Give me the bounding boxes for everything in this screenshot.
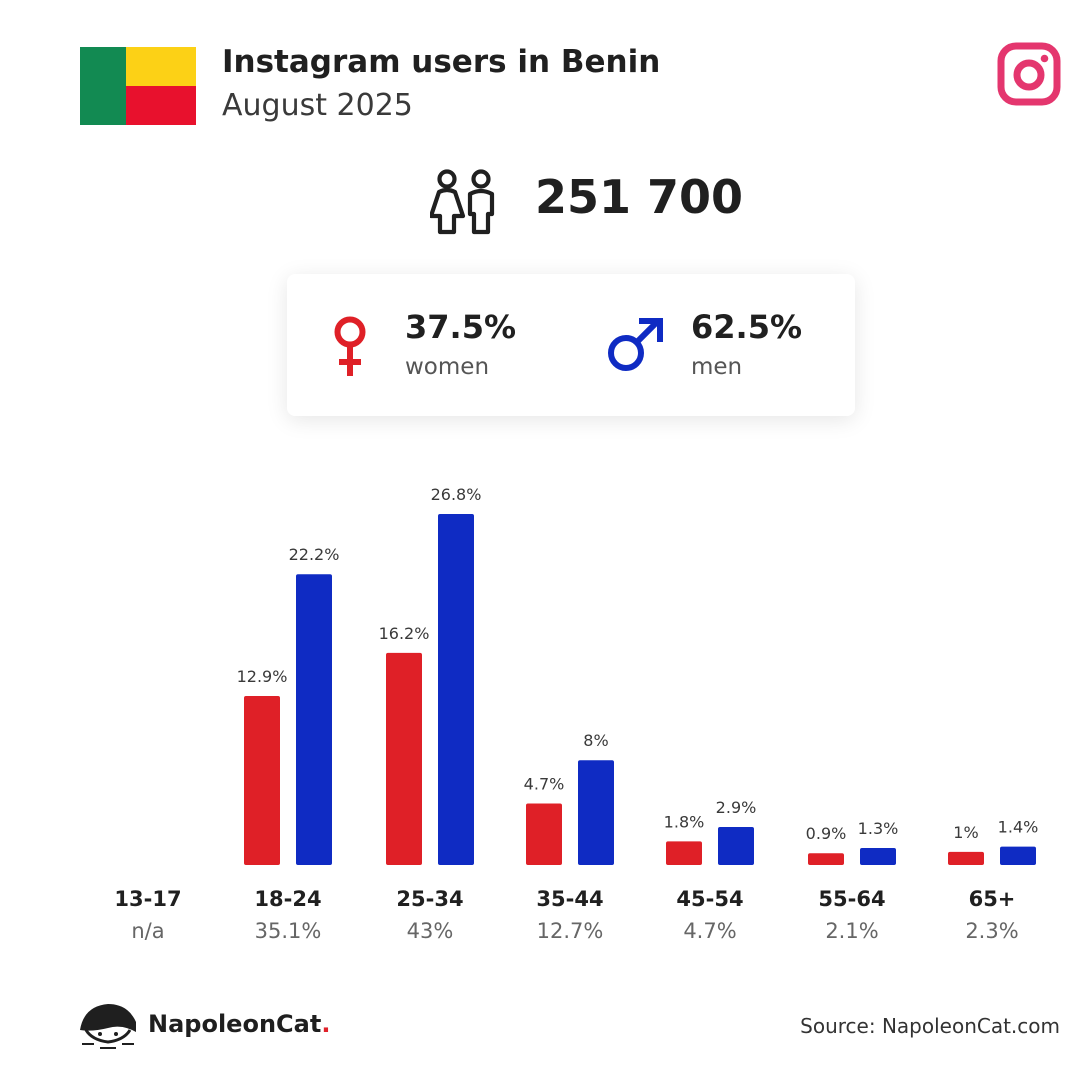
- category-label-65+: 65+: [969, 887, 1016, 911]
- bar-women-65+: [948, 851, 984, 865]
- bar-label-women-35-44: 4.7%: [524, 774, 565, 793]
- category-label-25-34: 25-34: [396, 887, 463, 911]
- brand-name-text: NapoleonCat: [148, 1010, 322, 1038]
- bar-label-men-18-24: 22.2%: [289, 545, 340, 564]
- women-label: women: [405, 354, 490, 380]
- bar-label-men-55-64: 1.3%: [858, 819, 899, 838]
- age-gender-chart: 13-17 n/a 12.9% 22.2% 18-24 35.1% 16.2% 26.8% 25…: [0, 440, 1080, 960]
- bar-women-45-54: [666, 841, 702, 865]
- category-total-35-44: 12.7%: [537, 919, 604, 943]
- category-total-25-34: 43%: [407, 919, 454, 943]
- bar-men-25-34: [438, 514, 474, 865]
- bar-women-18-24: [244, 696, 280, 865]
- category-total-13-17: n/a: [131, 919, 164, 943]
- bar-men-35-44: [578, 760, 614, 865]
- bar-label-women-18-24: 12.9%: [237, 667, 288, 686]
- bar-men-55-64: [860, 847, 896, 865]
- men-label: men: [691, 354, 743, 380]
- category-label-35-44: 35-44: [536, 887, 603, 911]
- female-symbol-icon: [334, 316, 366, 376]
- bar-label-women-45-54: 1.8%: [664, 812, 705, 831]
- men-percentage: 62.5%: [691, 308, 803, 346]
- category-label-18-24: 18-24: [254, 887, 321, 911]
- age-gender-chart-svg: 13-17 n/a 12.9% 22.2% 18-24 35.1% 16.2% 26.8% 25…: [114, 485, 1039, 943]
- category-total-55-64: 2.1%: [825, 919, 878, 943]
- bar-men-18-24: [296, 574, 332, 865]
- male-symbol-icon: [608, 318, 663, 371]
- gender-card: 37.5% women 62.5% men: [287, 274, 855, 416]
- instagram-logo-icon: [997, 42, 1061, 106]
- category-label-13-17: 13-17: [114, 887, 181, 911]
- category-total-18-24: 35.1%: [255, 919, 322, 943]
- bar-women-35-44: [526, 803, 562, 865]
- bar-women-25-34: [386, 652, 422, 865]
- people-icon: [430, 169, 495, 235]
- bar-label-women-55-64: 0.9%: [806, 824, 847, 843]
- bar-men-65+: [1000, 846, 1036, 865]
- napoleoncat-logo-icon: [80, 1004, 136, 1049]
- women-percentage: 37.5%: [405, 308, 517, 346]
- page-title: Instagram users in Benin: [222, 44, 661, 80]
- bar-label-men-45-54: 2.9%: [716, 798, 757, 817]
- benin-flag-icon: [80, 47, 196, 125]
- category-total-65+: 2.3%: [965, 919, 1018, 943]
- bar-label-women-25-34: 16.2%: [379, 624, 430, 643]
- category-label-55-64: 55-64: [818, 887, 885, 911]
- brand-dot: .: [321, 1010, 331, 1038]
- bar-women-55-64: [808, 853, 844, 865]
- bar-label-men-35-44: 8%: [583, 731, 608, 750]
- bar-label-men-65+: 1.4%: [998, 818, 1039, 837]
- total-users: 251 700: [535, 170, 744, 224]
- brand-name: NapoleonCat.: [148, 1010, 330, 1038]
- bar-label-women-65+: 1%: [953, 823, 978, 842]
- source-credit: Source: NapoleonCat.com: [800, 1014, 1060, 1038]
- category-total-45-54: 4.7%: [683, 919, 736, 943]
- bar-label-men-25-34: 26.8%: [431, 485, 482, 504]
- page-subtitle: August 2025: [222, 88, 413, 123]
- category-label-45-54: 45-54: [676, 887, 743, 911]
- bar-men-45-54: [718, 827, 754, 865]
